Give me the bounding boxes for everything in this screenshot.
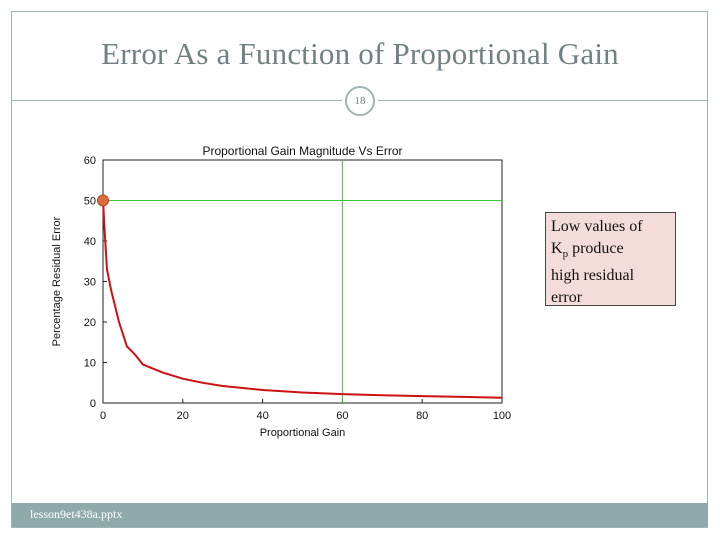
title-rule-left xyxy=(12,100,342,101)
y-tick-label: 30 xyxy=(84,277,96,289)
callout-k: K xyxy=(551,239,563,257)
x-tick-label: 100 xyxy=(493,410,511,422)
x-tick-label: 80 xyxy=(416,410,428,422)
page-number: 18 xyxy=(345,86,375,116)
callout-line-4: error xyxy=(551,288,583,306)
slide-frame xyxy=(11,11,708,528)
error-curve xyxy=(102,200,503,399)
callout-sub: p xyxy=(562,247,569,260)
callout-line-2: Kp produce xyxy=(551,238,670,266)
title-rule-right xyxy=(378,100,708,101)
plot-frame xyxy=(102,159,503,404)
y-tick-label: 50 xyxy=(84,196,96,208)
x-tick-label: 40 xyxy=(256,410,268,422)
footer-bar xyxy=(12,503,708,527)
x-tick-label: 0 xyxy=(100,410,106,422)
footer-filename: lesson9et438a.pptx xyxy=(30,507,123,521)
highlight-marker xyxy=(97,194,109,207)
y-tick-label: 60 xyxy=(84,155,96,167)
callout-box: Low values of Kp produce high residual e… xyxy=(545,212,676,306)
callout-line-1: Low values of xyxy=(551,218,643,235)
callout-produce: produce xyxy=(568,239,624,257)
y-tick-label: 40 xyxy=(84,236,96,248)
y-tick-label: 10 xyxy=(84,358,96,370)
x-tick-label: 60 xyxy=(336,410,348,422)
chart-title: Proportional Gain Magnitude Vs Error xyxy=(202,144,402,158)
y-axis-label: Percentage Residual Error xyxy=(51,216,63,346)
slide-title: Error As a Function of Proportional Gain xyxy=(101,36,619,71)
x-axis-label: Proportional Gain xyxy=(260,427,346,439)
callout-line-3: high residual xyxy=(551,267,635,285)
y-tick-label: 20 xyxy=(84,317,96,329)
y-tick-label: 0 xyxy=(90,398,96,410)
x-tick-label: 20 xyxy=(177,410,189,422)
